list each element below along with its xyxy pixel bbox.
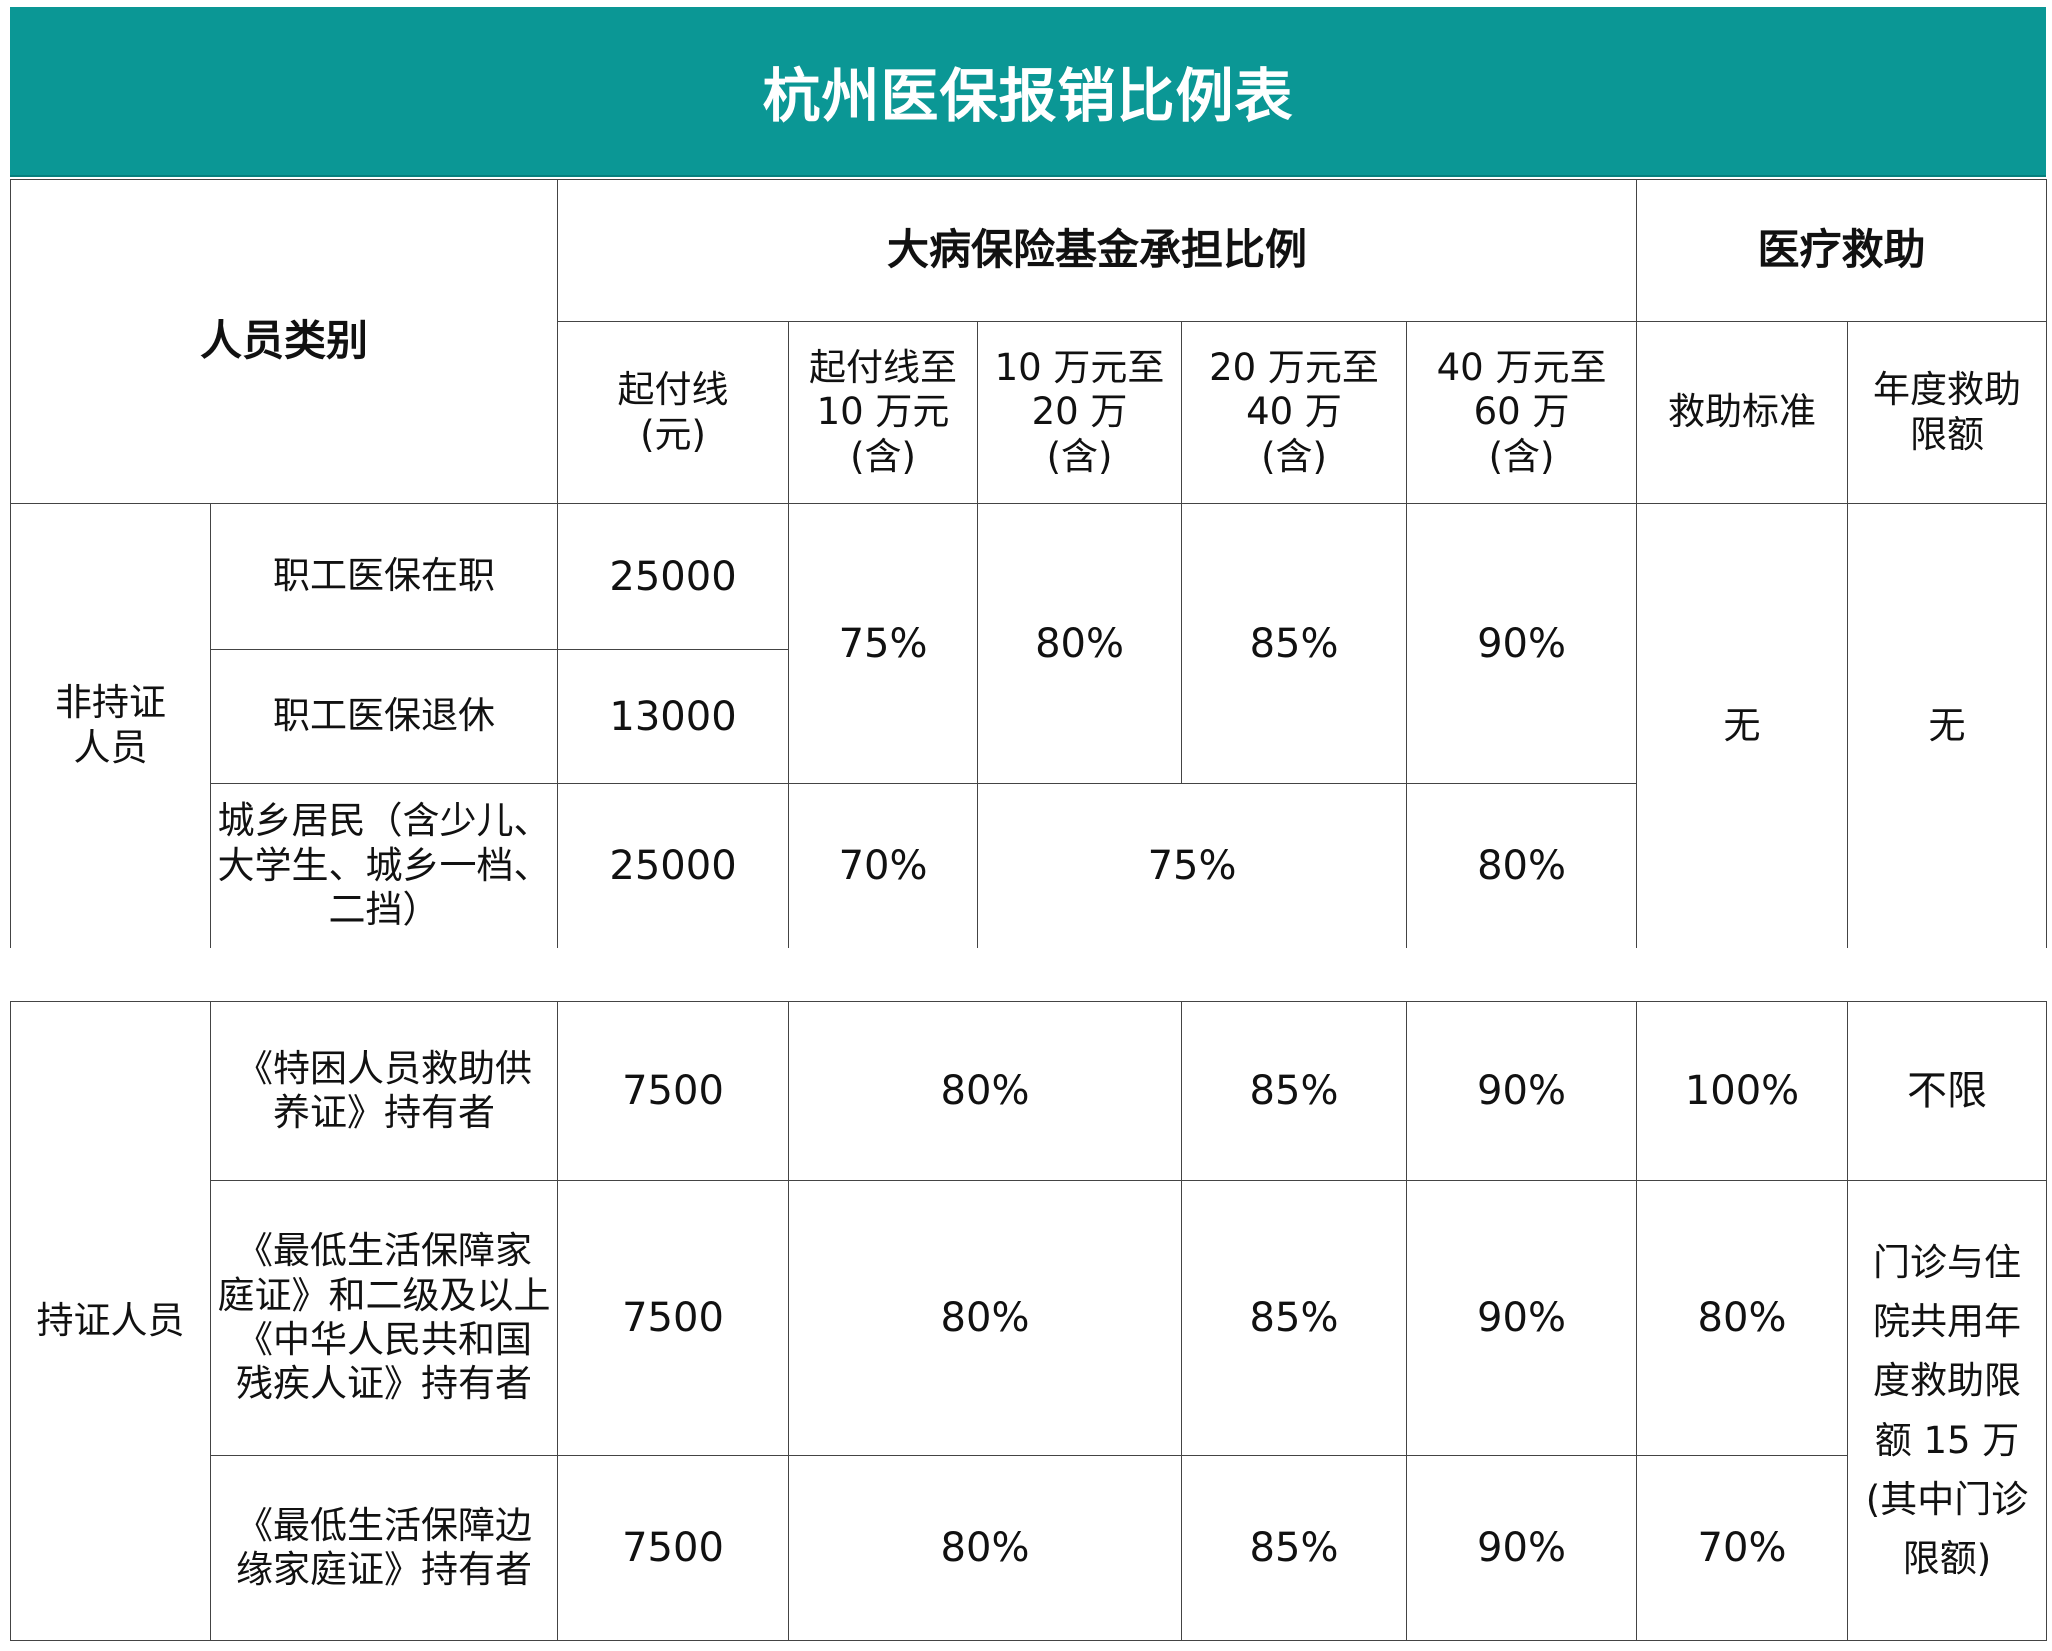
- header-deductible: 起付线 (元): [557, 321, 790, 504]
- header-aid-limit-line1: 年度救助: [1873, 368, 2022, 412]
- header-band3: 20 万元至 40 万 (含): [1181, 321, 1408, 504]
- row-label: 职工医保在职: [209, 503, 559, 650]
- row-deductible: 7500: [557, 1180, 789, 1456]
- header-deductible-line1: 起付线: [617, 368, 729, 412]
- cell-aid-standard: 100%: [1636, 1001, 1848, 1181]
- cell-band4-rate: 90%: [1406, 1180, 1637, 1456]
- header-major-illness: 大病保险基金承担比例: [557, 179, 1638, 322]
- cell-band3-rate: 85%: [1181, 1001, 1407, 1181]
- row-label-line2: 缘家庭证》持有者: [236, 1548, 532, 1591]
- row-label-line1: 城乡居民（含少儿、: [217, 799, 551, 843]
- row-deductible: 25000: [557, 783, 790, 948]
- cell-band1-2-rate: 80%: [788, 1180, 1182, 1456]
- cell-band1-2-rate: 80%: [788, 1001, 1182, 1181]
- row-label-line4: 残疾人证》持有者: [236, 1362, 532, 1406]
- cell-band1-rate: 75%: [788, 503, 979, 784]
- header-band4-line1: 40 万元至: [1436, 345, 1607, 389]
- cell-aid-standard: 无: [1636, 503, 1849, 948]
- header-band2-line2: 20 万: [1031, 390, 1128, 434]
- header-band1-line2: 10 万元: [816, 390, 950, 434]
- header-band2-line3: (含): [1046, 434, 1113, 478]
- header-band3-line1: 20 万元至: [1209, 345, 1379, 389]
- row-label-line3: 二挡）: [328, 887, 440, 931]
- row-label-line3: 《中华人民共和国: [236, 1318, 532, 1361]
- header-band3-line3: (含): [1261, 434, 1327, 478]
- row-label: 《最低生活保障家 庭证》和二级及以上 《中华人民共和国 残疾人证》持有者: [210, 1180, 558, 1456]
- header-band2-line1: 10 万元至: [994, 345, 1165, 389]
- page-title: 杭州医保报销比例表: [10, 7, 2046, 177]
- cell-band4-rate: 80%: [1406, 783, 1638, 948]
- row-label-line2: 庭证》和二级及以上: [217, 1273, 551, 1317]
- cell-aid-standard: 80%: [1636, 1180, 1848, 1456]
- header-aid-standard: 救助标准: [1636, 321, 1849, 504]
- cell-band2-3-rate: 75%: [977, 783, 1408, 948]
- header-band1-line3: (含): [850, 434, 916, 478]
- header-band4: 40 万元至 60 万 (含): [1406, 321, 1638, 504]
- reimbursement-table-top: 人员类别 大病保险基金承担比例 医疗救助 起付线 (元) 起付线至 10 万元 …: [9, 179, 2048, 948]
- aid-limit-line5: (其中门诊: [1865, 1477, 2029, 1521]
- row-label: 城乡居民（含少儿、 大学生、城乡一档、 二挡）: [209, 783, 559, 948]
- header-medical-aid: 医疗救助: [1636, 179, 2048, 322]
- header-band3-line2: 40 万: [1246, 390, 1342, 434]
- cell-aid-limit: 无: [1847, 503, 2048, 948]
- cell-band3-rate: 85%: [1181, 503, 1408, 784]
- row-label-line1: 《特困人员救助供: [236, 1046, 532, 1090]
- cell-aid-standard: 70%: [1636, 1455, 1848, 1641]
- cell-band1-2-rate: 80%: [788, 1455, 1182, 1641]
- header-band1: 起付线至 10 万元 (含): [788, 321, 979, 504]
- aid-limit-line2: 院共用年: [1873, 1300, 2021, 1344]
- cell-band3-rate: 85%: [1181, 1180, 1407, 1456]
- cell-band3-rate: 85%: [1181, 1455, 1407, 1641]
- group-non-certified: 非持证 人员: [10, 503, 211, 948]
- row-label: 《特困人员救助供 养证》持有者: [210, 1001, 558, 1181]
- aid-limit-line6: 限额): [1902, 1536, 1992, 1580]
- row-label: 职工医保退休: [209, 649, 559, 784]
- header-band2: 10 万元至 20 万 (含): [977, 321, 1183, 504]
- cell-band4-rate: 90%: [1406, 1455, 1637, 1641]
- header-aid-limit-line2: 限额: [1910, 412, 1985, 456]
- group-non-certified-line1: 非持证: [55, 681, 166, 725]
- row-label-line2: 大学生、城乡一档、: [217, 843, 551, 887]
- group-certified: 持证人员: [10, 1001, 211, 1641]
- cell-band1-rate: 70%: [788, 783, 979, 948]
- header-band1-line1: 起付线至: [809, 345, 958, 389]
- header-category: 人员类别: [9, 179, 559, 504]
- cell-aid-limit: 不限: [1847, 1001, 2047, 1181]
- row-label-line1: 《最低生活保障边: [236, 1503, 532, 1547]
- cell-aid-limit-shared: 门诊与住 院共用年 度救助限 额 15 万 (其中门诊 限额): [1847, 1180, 2047, 1641]
- row-label-line2: 养证》持有者: [273, 1091, 495, 1134]
- row-deductible: 7500: [557, 1455, 789, 1641]
- header-aid-limit: 年度救助 限额: [1847, 321, 2048, 504]
- reimbursement-table-bottom: 持证人员 《特困人员救助供 养证》持有者 7500 80% 85% 90% 10…: [10, 1001, 2047, 1641]
- row-label: 《最低生活保障边 缘家庭证》持有者: [210, 1455, 558, 1641]
- header-band4-line2: 60 万: [1473, 390, 1570, 434]
- row-deductible: 25000: [557, 503, 790, 650]
- aid-limit-line4: 额 15 万: [1874, 1418, 2020, 1462]
- cell-band4-rate: 90%: [1406, 503, 1638, 784]
- cell-band4-rate: 90%: [1406, 1001, 1637, 1181]
- row-deductible: 7500: [557, 1001, 789, 1181]
- aid-limit-line3: 度救助限: [1873, 1359, 2021, 1403]
- header-band4-line3: (含): [1488, 434, 1555, 478]
- aid-limit-line1: 门诊与住: [1873, 1240, 2021, 1284]
- row-label-line1: 《最低生活保障家: [236, 1229, 532, 1273]
- group-non-certified-line2: 人员: [73, 725, 148, 769]
- header-deductible-line2: (元): [640, 412, 706, 456]
- row-deductible: 13000: [557, 649, 790, 784]
- cell-band2-rate: 80%: [977, 503, 1183, 784]
